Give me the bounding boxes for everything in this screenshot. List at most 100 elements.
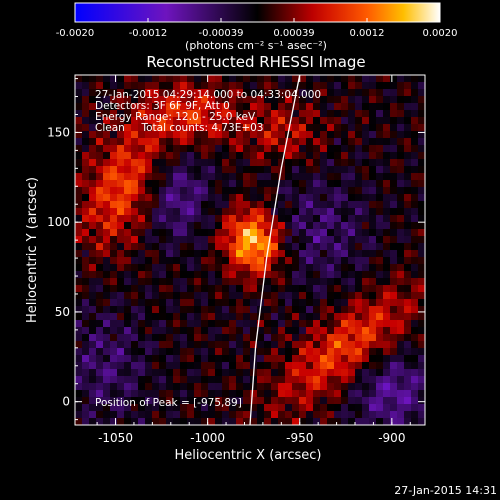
- heatmap-cell: [215, 82, 223, 90]
- heatmap-cell: [292, 201, 300, 209]
- heatmap-cell: [75, 250, 83, 258]
- heatmap-cell: [327, 320, 335, 328]
- heatmap-cell: [369, 334, 377, 342]
- heatmap-cell: [82, 376, 90, 384]
- heatmap-cell: [103, 208, 111, 216]
- heatmap-cell: [222, 369, 230, 377]
- heatmap-cell: [103, 82, 111, 90]
- heatmap-cell: [145, 278, 153, 286]
- heatmap-cell: [383, 264, 391, 272]
- heatmap-cell: [117, 355, 125, 363]
- heatmap-cell: [264, 369, 272, 377]
- heatmap-cell: [187, 369, 195, 377]
- heatmap-cell: [404, 313, 412, 321]
- heatmap-cell: [390, 75, 398, 83]
- heatmap-cell: [145, 187, 153, 195]
- heatmap-cell: [110, 390, 118, 398]
- heatmap-cell: [355, 418, 363, 425]
- heatmap-cell: [124, 124, 132, 132]
- heatmap-cell: [341, 369, 349, 377]
- heatmap-cell: [278, 159, 286, 167]
- heatmap-cell: [180, 110, 188, 118]
- heatmap-cell: [292, 75, 300, 83]
- heatmap-cell: [320, 390, 328, 398]
- heatmap-cell: [418, 82, 425, 90]
- heatmap-cell: [390, 96, 398, 104]
- heatmap-cell: [131, 292, 139, 300]
- heatmap-cell: [404, 201, 412, 209]
- heatmap-cell: [124, 264, 132, 272]
- heatmap-cell: [418, 229, 425, 237]
- heatmap-cell: [215, 145, 223, 153]
- heatmap-cell: [82, 264, 90, 272]
- heatmap-cell: [89, 194, 97, 202]
- heatmap-cell: [404, 341, 412, 349]
- heatmap-cell: [138, 103, 146, 111]
- heatmap-cell: [397, 138, 405, 146]
- heatmap-cell: [152, 152, 160, 160]
- heatmap-cell: [180, 299, 188, 307]
- heatmap-cell: [215, 404, 223, 412]
- heatmap-cell: [292, 138, 300, 146]
- heatmap-cell: [313, 180, 321, 188]
- heatmap-cell: [229, 124, 237, 132]
- heatmap-cell: [131, 89, 139, 97]
- heatmap-cell: [215, 320, 223, 328]
- heatmap-cell: [194, 201, 202, 209]
- heatmap-cell: [124, 397, 132, 405]
- heatmap-cell: [208, 75, 216, 83]
- heatmap-cell: [215, 278, 223, 286]
- heatmap-cell: [292, 299, 300, 307]
- heatmap-cell: [327, 397, 335, 405]
- heatmap-cell: [369, 117, 377, 125]
- heatmap-cell: [75, 411, 83, 419]
- heatmap-cell: [404, 411, 412, 419]
- heatmap-cell: [131, 264, 139, 272]
- heatmap-cell: [418, 320, 425, 328]
- heatmap-cell: [292, 180, 300, 188]
- heatmap-cell: [138, 75, 146, 83]
- heatmap-cell: [418, 327, 425, 335]
- heatmap-cell: [173, 313, 181, 321]
- heatmap-cell: [299, 369, 307, 377]
- heatmap-cell: [208, 131, 216, 139]
- heatmap-cell: [124, 418, 132, 425]
- heatmap-cell: [159, 383, 167, 391]
- heatmap-cell: [243, 271, 251, 279]
- heatmap-cell: [383, 208, 391, 216]
- heatmap-cell: [299, 117, 307, 125]
- heatmap-cell: [236, 397, 244, 405]
- heatmap-cell: [320, 159, 328, 167]
- heatmap-cell: [418, 103, 425, 111]
- heatmap-cell: [96, 166, 104, 174]
- heatmap-cell: [285, 75, 293, 83]
- heatmap-cell: [334, 243, 342, 251]
- heatmap-cell: [82, 299, 90, 307]
- heatmap-cell: [348, 201, 356, 209]
- heatmap-cell: [320, 383, 328, 391]
- heatmap-cell: [369, 173, 377, 181]
- heatmap-cell: [369, 257, 377, 265]
- heatmap-cell: [243, 376, 251, 384]
- heatmap-cell: [138, 173, 146, 181]
- heatmap-cell: [257, 229, 265, 237]
- heatmap-cell: [96, 75, 104, 83]
- heatmap-cell: [159, 229, 167, 237]
- heatmap-cell: [236, 334, 244, 342]
- heatmap-cell: [243, 180, 251, 188]
- heatmap-cell: [411, 110, 419, 118]
- heatmap-cell: [201, 320, 209, 328]
- heatmap-cell: [306, 383, 314, 391]
- heatmap-cell: [250, 166, 258, 174]
- heatmap-cell: [411, 229, 419, 237]
- heatmap-cell: [362, 152, 370, 160]
- heatmap-cell: [264, 292, 272, 300]
- heatmap-cell: [208, 89, 216, 97]
- heatmap-cell: [131, 96, 139, 104]
- heatmap-cell: [278, 292, 286, 300]
- heatmap-cell: [292, 355, 300, 363]
- heatmap-cell: [145, 145, 153, 153]
- heatmap-cell: [278, 131, 286, 139]
- heatmap-cell: [257, 411, 265, 419]
- heatmap-cell: [236, 222, 244, 230]
